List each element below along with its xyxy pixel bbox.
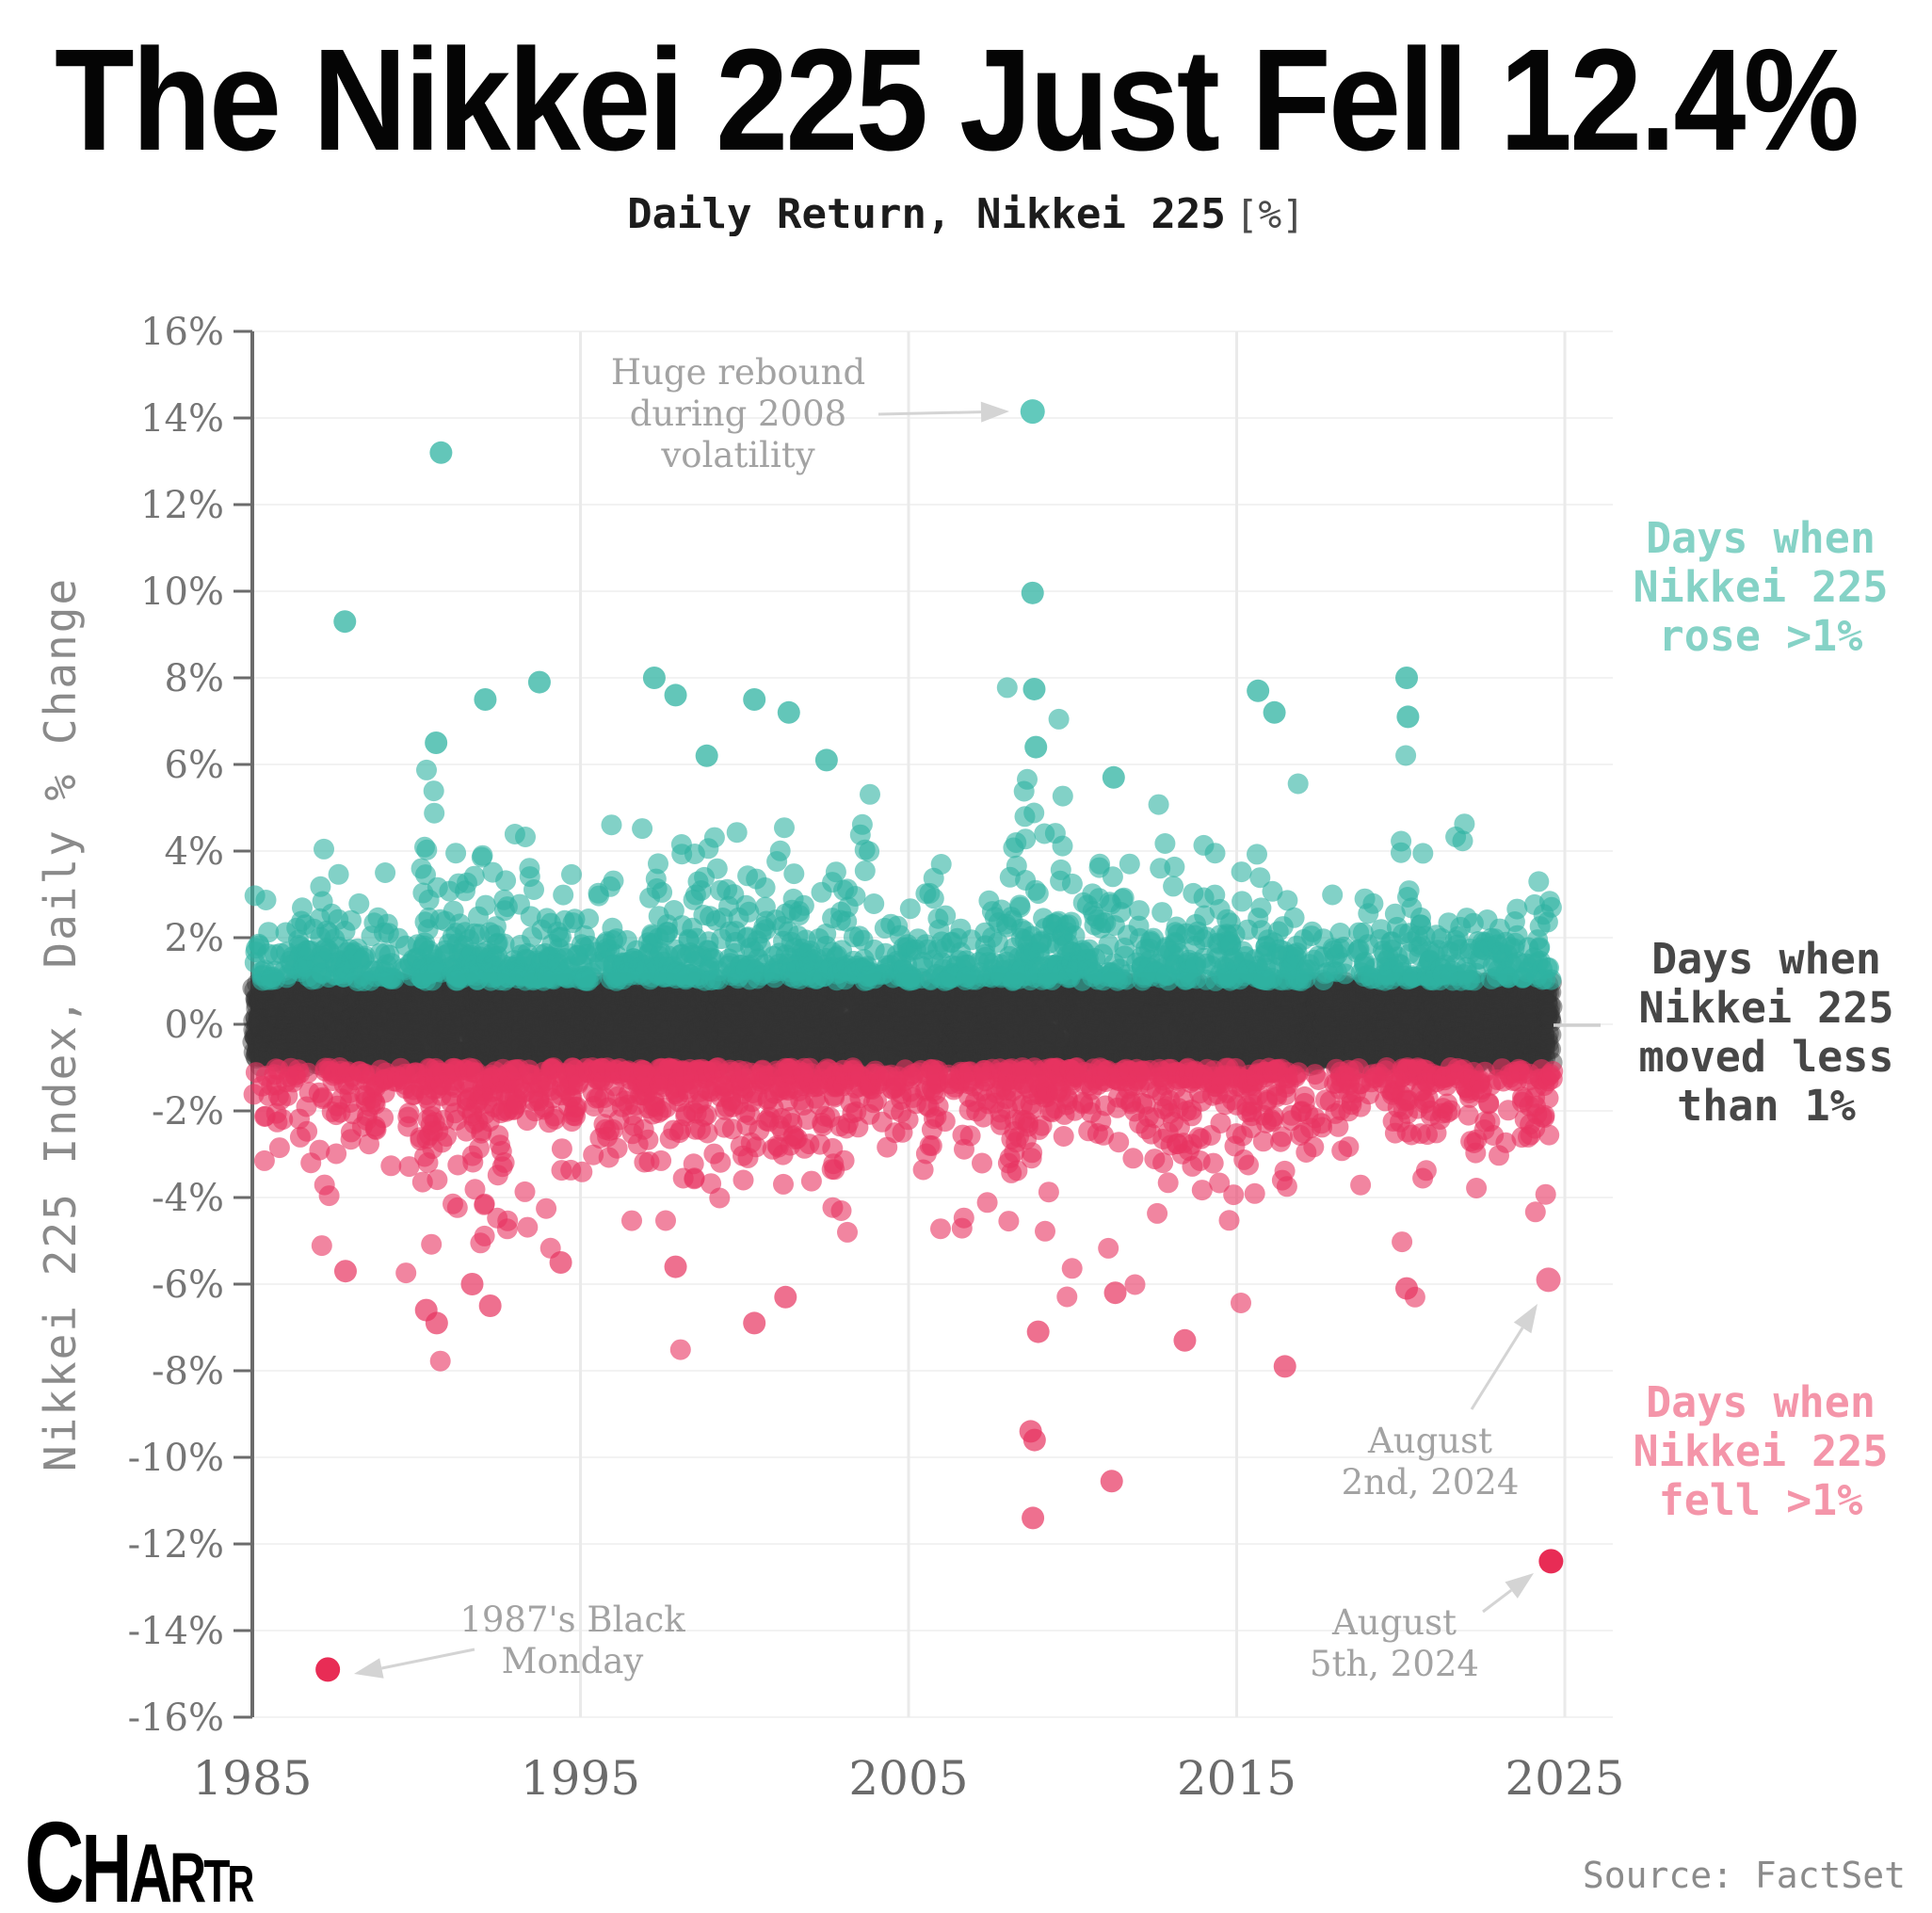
y-tick-label: 10% <box>140 571 224 614</box>
source-credit: Source: FactSet <box>1582 1855 1906 1896</box>
y-tick-label: 4% <box>165 830 224 874</box>
annotation-aug2: August 2nd, 2024 <box>1342 1421 1520 1503</box>
grid-lines <box>252 330 1613 1718</box>
x-axis: 1985 1995 2005 2015 2025 <box>192 1751 1624 1806</box>
key-point-aug_5_2024 <box>1538 1549 1564 1574</box>
y-axis: 16% 14% 12% 10% 8% 6% 4% 2% 0% -2% -4% -6% -8% -10% -1… <box>128 311 254 1740</box>
x-tick-label: 2015 <box>1177 1751 1296 1806</box>
y-axis-title: Nikkei 225 Index, Daily % Change <box>35 577 86 1471</box>
y-tick-label: -14% <box>128 1610 224 1653</box>
logo-letter: R <box>227 1854 255 1913</box>
legend-line: than 1% <box>1677 1081 1856 1131</box>
scatter-points-rose <box>244 677 1562 991</box>
y-tick-label: -6% <box>152 1263 224 1307</box>
page-title: The Nikkei 225 Just Fell 12.4% <box>55 19 1860 181</box>
key-point-rebound_2008 <box>1020 399 1045 425</box>
x-tick-label: 2025 <box>1505 1751 1624 1806</box>
chart-subtitle: Daily Return, Nikkei 225 [%] <box>0 190 1932 238</box>
y-tick-label: -10% <box>128 1437 224 1480</box>
key-point-aug_2_2024 <box>1536 1267 1561 1293</box>
y-tick-label: 0% <box>165 1004 224 1047</box>
y-tick-label: -16% <box>128 1696 224 1740</box>
y-tick-label: 14% <box>140 397 224 441</box>
logo-letter: A <box>129 1825 172 1913</box>
legend-line: Days when <box>1646 513 1876 563</box>
outlier-points <box>333 441 1420 1530</box>
legend-fell: Days when Nikkei 225 fell >1% <box>1563 1378 1932 1525</box>
x-tick-label: 1985 <box>192 1751 312 1806</box>
logo-letter: H <box>81 1813 133 1913</box>
annotation-huge_rebound: Huge rebound during 2008 volatility <box>611 352 865 475</box>
scatter-points-flat <box>242 971 1563 1078</box>
y-tick-label: 2% <box>165 917 224 960</box>
annotation-black_monday: 1987's Black Monday <box>459 1600 685 1681</box>
subtitle-unit: [%] <box>1234 192 1305 237</box>
scatter-points-fell <box>243 1057 1564 1372</box>
y-tick-label: 12% <box>140 484 224 527</box>
y-tick-label: 6% <box>165 744 224 787</box>
logo-letter: T <box>203 1846 230 1913</box>
logo-letter: R <box>169 1837 206 1913</box>
legend-line: Nikkei 225 <box>1638 983 1894 1033</box>
legend-flat: Days when Nikkei 225 moved less than 1% <box>1569 935 1932 1131</box>
y-tick-label: -12% <box>128 1523 224 1567</box>
key-points <box>315 399 1564 1682</box>
annotations: Huge rebound during 2008 volatility 1987's … <box>354 352 1601 1684</box>
legend-line: rose >1% <box>1658 611 1863 661</box>
y-axis-title: Nikkei 225 Index, Daily % Change <box>35 577 86 1471</box>
y-tick-label: 8% <box>165 657 224 700</box>
legend-line: Days when <box>1651 934 1881 984</box>
legend-rose: Days when Nikkei 225 rose >1% <box>1563 514 1932 661</box>
y-tick-label: -2% <box>152 1090 224 1133</box>
legend-line: moved less <box>1638 1032 1894 1082</box>
y-tick-label: 16% <box>140 311 224 354</box>
x-tick-label: 1995 <box>521 1751 640 1806</box>
chartr-logo: CHARTR <box>24 1797 255 1913</box>
legend-line: Nikkei 225 <box>1633 1426 1889 1476</box>
logo-letter: C <box>24 1797 84 1913</box>
y-tick-label: -4% <box>152 1177 224 1220</box>
legend-line: fell >1% <box>1658 1475 1863 1525</box>
key-point-black_monday <box>315 1657 341 1682</box>
y-tick-label: -8% <box>152 1350 224 1393</box>
annotation-aug5: August 5th, 2024 <box>1310 1602 1479 1684</box>
x-tick-label: 2005 <box>848 1751 968 1806</box>
legend-line: Days when <box>1646 1377 1876 1427</box>
legend-line: Nikkei 225 <box>1633 562 1889 612</box>
subtitle-text: Daily Return, Nikkei 225 <box>627 190 1226 238</box>
